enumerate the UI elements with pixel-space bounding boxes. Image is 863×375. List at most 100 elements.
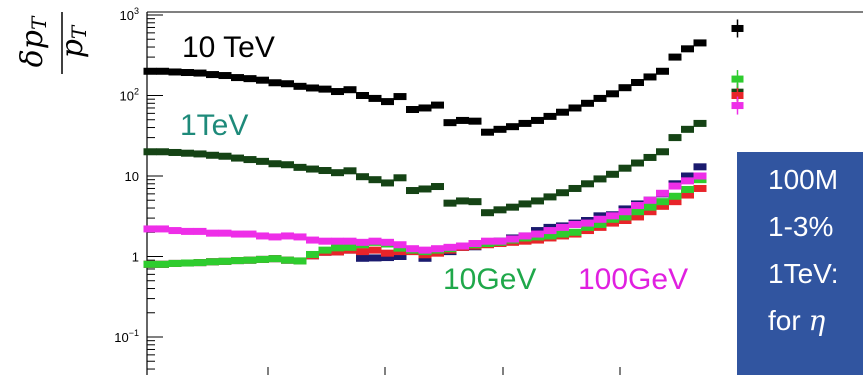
data-point xyxy=(556,230,569,238)
data-point xyxy=(493,206,507,214)
data-point xyxy=(481,209,494,217)
data-point xyxy=(218,152,232,160)
data-point xyxy=(468,240,482,248)
data-point xyxy=(256,76,269,84)
data-point xyxy=(268,79,282,87)
data-point xyxy=(206,258,219,266)
data-point xyxy=(343,86,357,94)
data-point xyxy=(268,233,282,241)
data-point xyxy=(243,156,257,164)
data-point xyxy=(506,235,519,243)
data-point xyxy=(206,151,219,159)
data-point xyxy=(581,180,594,188)
data-point xyxy=(181,69,194,77)
info-line: 100M xyxy=(768,164,839,195)
data-point xyxy=(281,161,294,169)
info-line: 1TeV: xyxy=(768,258,839,289)
data-point xyxy=(493,125,507,133)
data-point xyxy=(681,172,694,180)
y-tick-label: 1 xyxy=(132,250,139,265)
data-point xyxy=(693,176,707,184)
series-1 xyxy=(143,83,744,217)
data-point xyxy=(631,159,644,167)
data-point xyxy=(681,45,694,53)
data-point xyxy=(543,232,557,240)
data-point xyxy=(381,98,394,106)
data-point xyxy=(618,84,632,92)
data-point xyxy=(168,227,182,235)
data-point xyxy=(356,92,369,99)
data-point xyxy=(681,177,694,185)
data-point xyxy=(256,255,269,263)
data-point xyxy=(443,243,457,251)
data-point xyxy=(456,197,469,205)
data-point xyxy=(418,185,432,193)
data-point xyxy=(531,116,544,124)
data-point xyxy=(331,169,344,177)
data-point xyxy=(618,208,632,216)
data-point xyxy=(556,223,569,231)
data-point xyxy=(156,67,169,75)
data-point xyxy=(618,213,632,221)
data-point xyxy=(243,75,257,83)
data-point xyxy=(668,192,682,200)
data-point xyxy=(393,93,407,101)
svg-text:δpT: δpT xyxy=(15,15,51,67)
data-point xyxy=(143,260,157,268)
data-point xyxy=(393,174,407,182)
data-point xyxy=(468,198,482,206)
info-line: for η xyxy=(768,297,863,344)
data-point xyxy=(231,154,244,162)
data-point xyxy=(206,71,219,79)
data-point xyxy=(518,232,532,240)
data-point xyxy=(518,200,532,208)
series-5 xyxy=(143,96,744,254)
data-point xyxy=(456,242,469,250)
data-point xyxy=(468,117,482,125)
data-point xyxy=(393,241,407,249)
data-point xyxy=(493,237,507,245)
data-point xyxy=(531,197,544,205)
data-point xyxy=(556,189,569,197)
data-point xyxy=(568,228,582,236)
data-point xyxy=(318,246,332,254)
data-point xyxy=(606,170,619,178)
data-point xyxy=(281,256,294,264)
data-point xyxy=(556,108,569,116)
data-point xyxy=(643,203,657,211)
svg-text:pT: pT xyxy=(55,24,91,58)
data-point xyxy=(606,90,619,98)
data-point xyxy=(581,219,594,227)
data-point xyxy=(693,119,707,127)
data-point xyxy=(356,254,369,262)
data-point xyxy=(368,254,382,262)
data-point xyxy=(231,230,244,238)
data-point xyxy=(181,149,194,157)
data-point xyxy=(168,68,182,76)
data-point xyxy=(656,198,669,206)
data-point xyxy=(193,150,207,158)
data-point xyxy=(331,248,344,256)
data-point xyxy=(393,253,407,260)
data-point xyxy=(531,230,544,238)
data-point xyxy=(506,123,519,131)
data-point xyxy=(243,230,257,238)
data-point xyxy=(206,229,219,237)
data-point xyxy=(618,217,632,225)
data-point xyxy=(331,244,344,252)
data-point xyxy=(293,82,307,90)
data-point xyxy=(431,183,444,191)
label-10-gev: 10GeV xyxy=(443,263,536,296)
data-point xyxy=(331,88,344,96)
data-point xyxy=(368,176,382,184)
data-point xyxy=(193,227,207,235)
data-point xyxy=(656,148,669,156)
data-point xyxy=(668,134,682,142)
data-point xyxy=(368,237,382,245)
y-tick-label: 102 xyxy=(120,87,139,104)
data-point xyxy=(306,250,319,258)
data-point xyxy=(306,236,319,244)
data-point xyxy=(406,187,419,195)
data-point xyxy=(193,259,207,267)
